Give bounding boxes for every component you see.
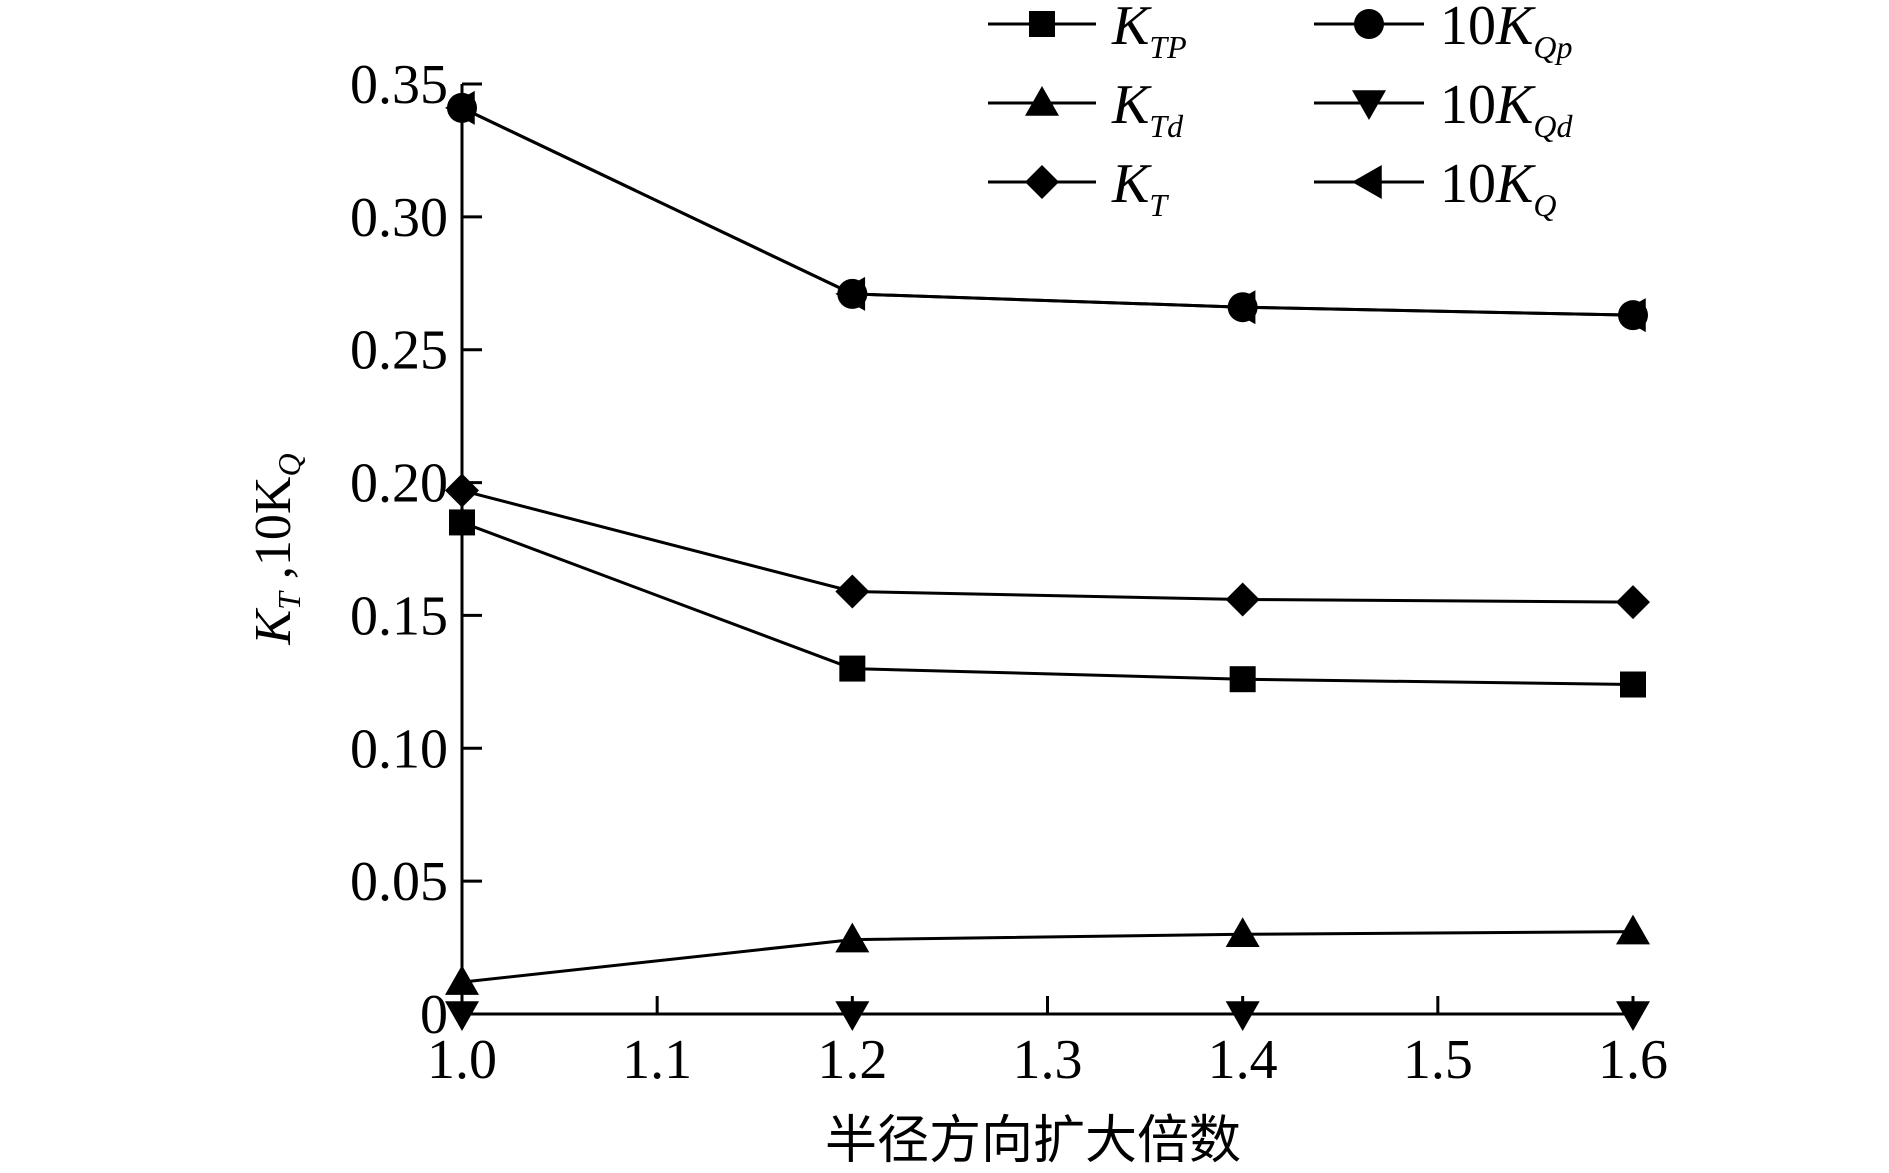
data-point [835, 574, 870, 609]
data-point [1025, 86, 1059, 116]
legend: KTP KTd KT 10KQp 10KQd 10KQ [988, 0, 1573, 223]
data-point [1616, 1001, 1650, 1031]
data-point [1225, 582, 1260, 617]
data-point [1025, 165, 1059, 199]
legend-label: 10KQd [1440, 74, 1573, 144]
data-point [449, 509, 475, 536]
series-k-tp [449, 509, 1646, 698]
x-axis-label: 半径方向扩大倍数 [825, 1111, 1241, 1171]
data-point [1352, 165, 1382, 199]
data-point [835, 276, 866, 311]
legend-label: 10KQ [1440, 153, 1556, 223]
series-10k-qd [445, 1001, 1650, 1031]
ticks: 1.0 1.1 1.2 1.3 1.4 1.5 1.6 0 0.05 0.10 0.15 0.20 0.… [350, 54, 1668, 1091]
legend-item: KT [988, 153, 1169, 223]
x-tick-label: 1.0 [427, 1029, 497, 1091]
data-point [1616, 298, 1646, 333]
data-point [1616, 914, 1650, 945]
data-point [1225, 917, 1260, 948]
legend-label: 10KQp [1440, 0, 1572, 65]
legend-label: KTd [1111, 74, 1184, 144]
data-point [1616, 585, 1650, 620]
data-point [1620, 671, 1646, 698]
data-point [1352, 90, 1386, 120]
series-line [461, 489, 1634, 604]
x-tick-label: 1.6 [1598, 1029, 1668, 1091]
y-axis-label: KT ,10KQ [245, 453, 307, 645]
series-10k-q [445, 90, 1646, 333]
x-tick-label: 1.2 [817, 1029, 887, 1091]
y-tick-label: 0.35 [350, 54, 448, 116]
legend-label: KTP [1111, 0, 1187, 65]
legend-item: 10KQp [1314, 0, 1572, 65]
data-point [445, 473, 479, 508]
series-line [461, 930, 1634, 984]
data-point [1225, 1001, 1260, 1031]
axes [460, 84, 1633, 1016]
series-line [461, 521, 1634, 687]
legend-item: KTP [988, 0, 1187, 65]
y-tick-label: 0.20 [350, 453, 448, 515]
data-point [1225, 290, 1256, 325]
y-tick-label: 0.10 [350, 718, 448, 780]
data-point [445, 90, 475, 125]
y-tick-label: 0.05 [350, 851, 448, 913]
data-point [445, 1001, 479, 1031]
data-point [1029, 11, 1055, 37]
legend-item: 10KQ [1314, 153, 1556, 223]
data-point [445, 965, 479, 995]
series-line [461, 106, 1634, 317]
data-point [835, 922, 870, 953]
legend-label: KT [1111, 153, 1169, 223]
x-tick-label: 1.5 [1403, 1029, 1473, 1091]
y-tick-label: 0 [420, 984, 448, 1046]
y-tick-label: 0.15 [350, 585, 448, 647]
data-point [1229, 666, 1256, 693]
legend-item: KTd [988, 74, 1184, 144]
data-point [1354, 9, 1384, 39]
series-k-td [445, 914, 1650, 995]
y-tick-label: 0.30 [350, 187, 448, 249]
x-tick-label: 1.1 [622, 1029, 692, 1091]
legend-item: 10KQd [1314, 74, 1573, 144]
x-tick-label: 1.3 [1013, 1029, 1083, 1091]
y-tick-label: 0.25 [350, 320, 448, 382]
x-tick-label: 1.4 [1208, 1029, 1278, 1091]
data-point [835, 1001, 870, 1031]
series-group [445, 90, 1650, 1031]
series-k-t [445, 473, 1650, 620]
data-point [839, 655, 866, 682]
